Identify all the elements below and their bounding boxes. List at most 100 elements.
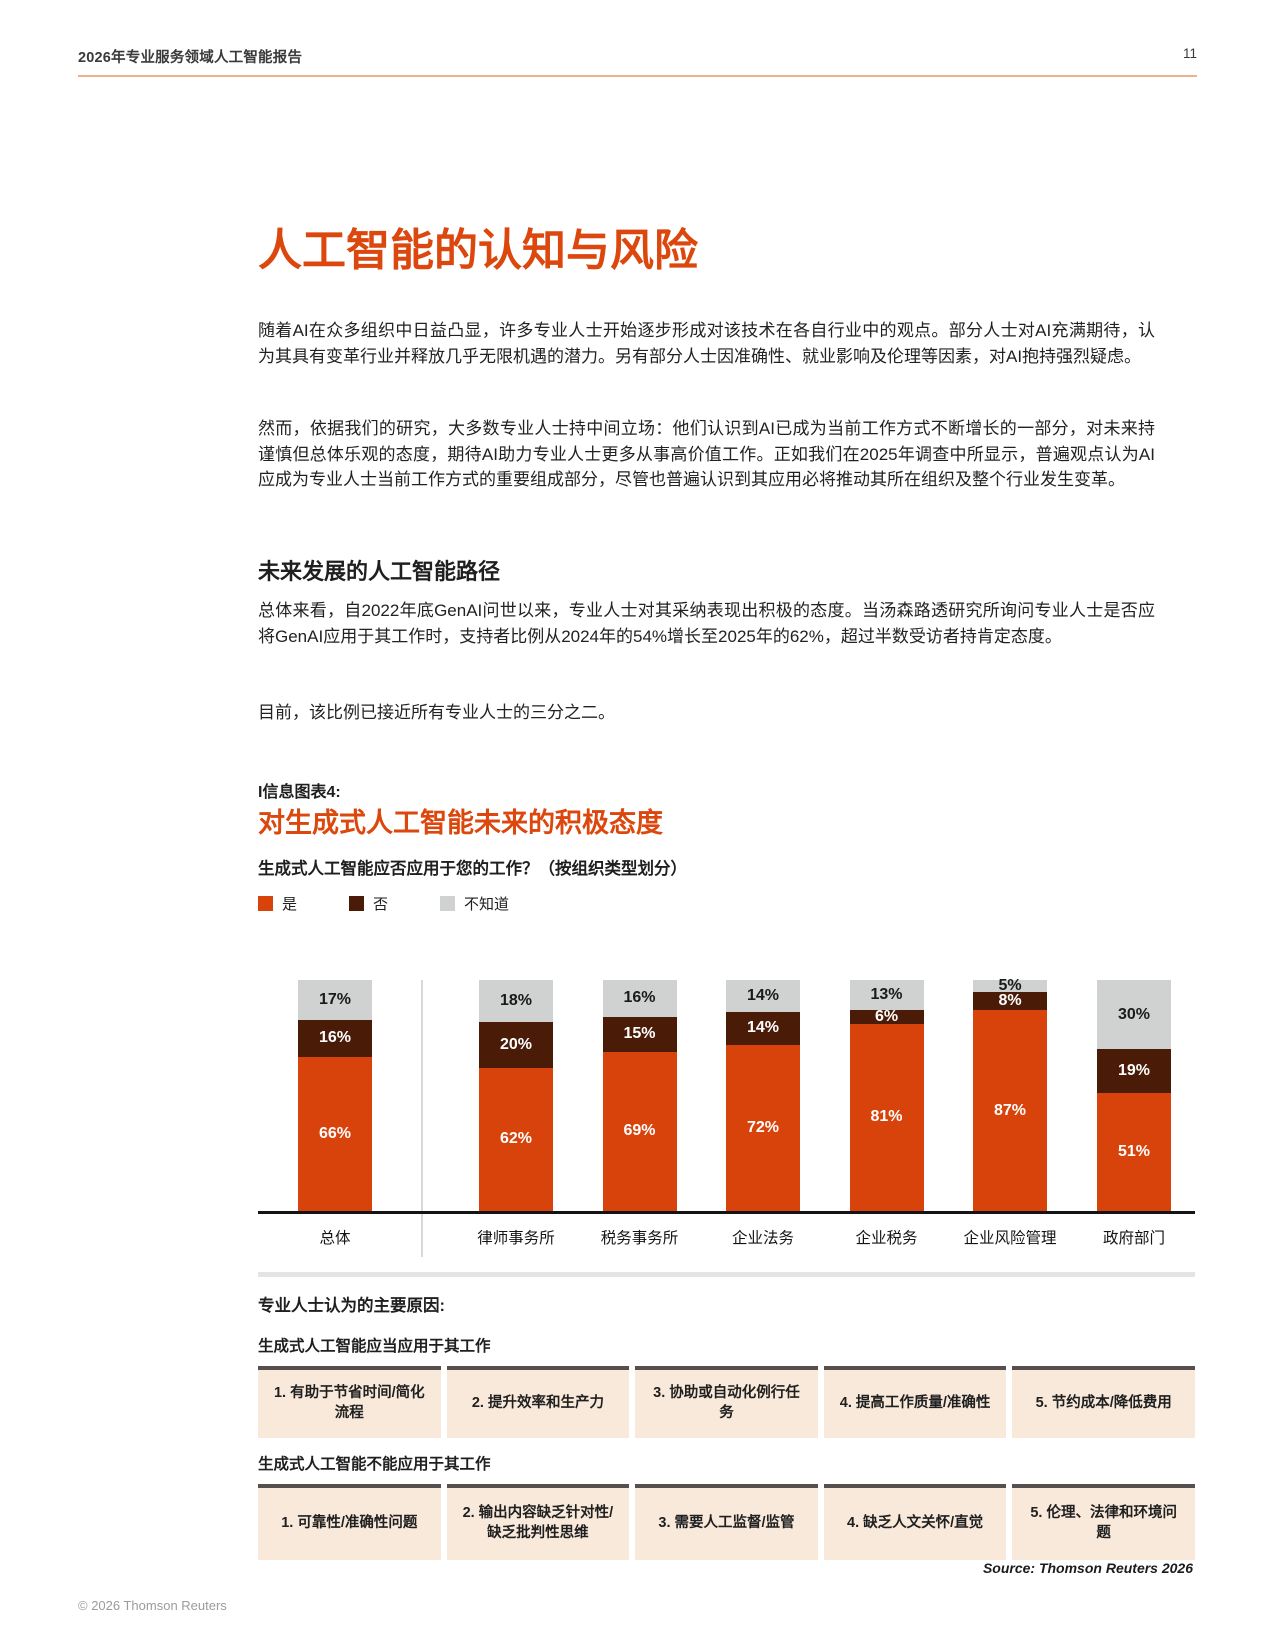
segment-no: 14% (726, 1012, 800, 1045)
reason-cell-pro-3: 3. 协助或自动化例行任务 (635, 1366, 818, 1438)
legend-swatch-no-icon (349, 896, 365, 911)
reasons-row-con: 1. 可靠性/准确性问题 2. 输出内容缺乏针对性/缺乏批判性思维 3. 需要人工监… (258, 1484, 1195, 1560)
segment-dontknow: 5% (973, 976, 1047, 994)
legend-item-yes: 是 (258, 893, 297, 914)
segment-value-label: 8% (998, 991, 1022, 1009)
reason-cell-con-1: 1. 可靠性/准确性问题 (258, 1484, 441, 1560)
segment-value-label: 16% (623, 989, 656, 1007)
category-label-5: 企业税务 (855, 1230, 918, 1247)
page-title: 人工智能的认知与风险 (258, 226, 698, 275)
category-label-6: 企业风险管理 (963, 1230, 1057, 1247)
body-paragraph: 随着AI在众多组织中日益凸显，许多专业人士开始逐步形成对该技术在各自行业中的观点… (258, 321, 1155, 366)
segment-yes: 81% (849, 1023, 924, 1211)
segment-value-label: 62% (499, 1130, 533, 1148)
chart-question: 生成式人工智能应否应用于您的工作？（按组织类型划分） (258, 860, 687, 878)
segment-value-label: 5% (998, 976, 1022, 994)
reason-cell-pro-2: 2. 提升效率和生产力 (446, 1366, 630, 1438)
segment-value-label: 30% (1117, 1005, 1151, 1023)
segment-value-label: 14% (746, 1019, 780, 1037)
reasons-heading: 专业人士认为的主要原因: (258, 1297, 445, 1315)
category-label-4: 企业法务 (731, 1230, 794, 1247)
segment-dontknow: 30% (1097, 980, 1171, 1050)
segment-dontknow: 18% (479, 980, 553, 1022)
chart-title: 对生成式人工智能未来的积极态度 (258, 808, 663, 838)
legend-item-no: 否 (349, 893, 388, 914)
legend-swatch-dontknow-icon (440, 896, 456, 911)
reason-cell-pro-4: 4. 提高工作质量/准确性 (823, 1366, 1007, 1438)
reason-cell-con-3: 3. 需要人工监督/监管 (635, 1484, 818, 1560)
stacked-bar-3: 16% 15% 69% (602, 980, 677, 1211)
segment-value-label: 14% (746, 987, 780, 1005)
reason-cell-con-5: 5. 伦理、法律和环境问题 (1012, 1484, 1195, 1560)
section-heading: 未来发展的人工智能路径 (258, 559, 501, 584)
category-label-2: 律师事务所 (477, 1230, 555, 1247)
segment-yes: 62% (479, 1067, 553, 1211)
body-paragraph: 然而，依据我们的研究，大多数专业人士持中间立场：他们认识到AI已成为当前工作方式… (258, 419, 1155, 489)
stacked-bar-4: 14% 14% 72% (726, 980, 800, 1211)
segment-dontknow: 14% (726, 980, 800, 1013)
segment-value-label: 66% (318, 1124, 352, 1142)
stacked-bar-6: 5% 8% 87% (973, 976, 1047, 1211)
segment-no: 6% (849, 1007, 924, 1025)
section-divider-rule (258, 1272, 1195, 1277)
segment-value-label: 18% (499, 991, 533, 1009)
segment-value-label: 13% (870, 986, 903, 1003)
infographic-kicker: I信息图表4: (258, 784, 341, 801)
reason-cell-con-4: 4. 缺乏人文关怀/直觉 (823, 1484, 1007, 1560)
header-rule (78, 75, 1197, 77)
segment-value-label: 87% (993, 1101, 1027, 1119)
segment-dontknow: 16% (602, 980, 677, 1017)
segment-no: 19% (1097, 1049, 1171, 1094)
reason-cell-con-2: 2. 输出内容缺乏针对性/缺乏批判性思维 (446, 1484, 630, 1560)
segment-no: 16% (298, 1019, 372, 1057)
running-header-title: 2026年专业服务领域人工智能报告 (78, 50, 303, 66)
footer-copyright: © 2026 Thomson Reuters (78, 1598, 227, 1613)
legend-item-dontknow: 不知道 (440, 893, 509, 914)
segment-yes: 87% (973, 1010, 1047, 1211)
segment-dontknow: 13% (849, 980, 924, 1011)
body-paragraph: 总体来看，自2022年底GenAI问世以来，专业人士对其采纳表现出积极的态度。当… (258, 601, 1155, 646)
segment-value-label: 51% (1117, 1143, 1151, 1161)
segment-yes: 51% (1097, 1093, 1171, 1211)
stacked-bar-5: 13% 6% 81% (849, 980, 924, 1211)
category-label-3: 税务事务所 (600, 1230, 679, 1247)
segment-value-label: 81% (870, 1108, 903, 1126)
segment-value-label: 6% (874, 1007, 899, 1025)
segment-value-label: 19% (1117, 1062, 1151, 1080)
chart-legend: 是 否 不知道 (258, 893, 509, 914)
segment-value-label: 16% (318, 1029, 352, 1047)
legend-label-yes: 是 (282, 896, 298, 913)
stacked-bar-2: 18% 20% 62% (479, 980, 553, 1211)
segment-no: 20% (479, 1021, 553, 1068)
segment-yes: 72% (726, 1044, 800, 1211)
segment-yes: 69% (602, 1051, 677, 1211)
stacked-bar-1: 17% 16% 66% (298, 980, 372, 1211)
legend-label-no: 否 (373, 896, 389, 913)
chart-divider-line (421, 980, 423, 1257)
body-paragraph: 目前，该比例已接近所有专业人士的三分之二。 (258, 703, 615, 722)
reasons-group-title-pro: 生成式人工智能应当应用于其工作 (258, 1338, 491, 1355)
segment-yes: 66% (298, 1056, 372, 1211)
segment-value-label: 72% (746, 1118, 780, 1136)
category-label-1: 总体 (319, 1230, 351, 1247)
segment-value-label: 17% (318, 990, 352, 1008)
segment-no: 8% (973, 991, 1047, 1011)
reasons-group-title-con: 生成式人工智能不能应用于其工作 (258, 1456, 491, 1473)
page-number: 11 (1182, 46, 1197, 61)
reason-cell-pro-1: 1. 有助于节省时间/简化流程 (258, 1366, 441, 1438)
segment-value-label: 69% (623, 1122, 656, 1140)
reason-cell-pro-5: 5. 节约成本/降低费用 (1012, 1366, 1195, 1438)
reasons-row-pro: 1. 有助于节省时间/简化流程 2. 提升效率和生产力 3. 协助或自动化例行任务 4… (258, 1366, 1195, 1438)
source-note: Source: Thomson Reuters 2026 (982, 1560, 1193, 1576)
legend-label-dontknow: 不知道 (464, 896, 510, 913)
chart-baseline (258, 1211, 1195, 1214)
stacked-bar-7: 30% 19% 51% (1097, 980, 1171, 1211)
category-label-7: 政府部门 (1102, 1230, 1165, 1247)
legend-swatch-yes-icon (258, 896, 273, 911)
segment-dontknow: 17% (298, 980, 372, 1020)
segment-value-label: 20% (499, 1035, 533, 1053)
segment-no: 15% (602, 1016, 677, 1052)
stacked-bar-chart: 17% 16% 66% 总体 18% 20% 62% 律师事务所 16% 15% 69% 税务事务所 1… (258, 976, 1195, 1247)
segment-value-label: 15% (623, 1025, 656, 1043)
